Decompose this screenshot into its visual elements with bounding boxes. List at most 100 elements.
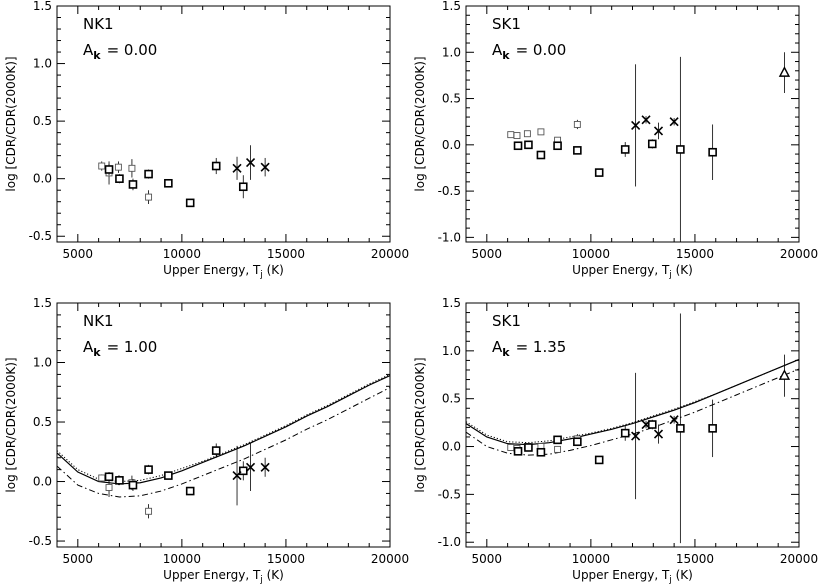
data-point-square-small	[573, 119, 581, 130]
x-axis-label: Upper Energy, Tj (K)	[572, 568, 693, 585]
square-marker	[676, 424, 685, 433]
data-point-square	[185, 486, 195, 496]
square-marker	[238, 466, 248, 476]
square-marker	[164, 178, 173, 188]
data-point-cross	[260, 157, 270, 177]
square-marker	[513, 447, 523, 456]
x-tick-label: 15000	[676, 247, 714, 261]
y-axis-label: log [CDR/CDR(2000K)]	[413, 56, 427, 191]
square-marker	[647, 139, 657, 149]
y-tick-label: 0.0	[33, 475, 52, 489]
data-point-square	[128, 178, 138, 191]
triangle-marker	[778, 369, 791, 380]
square-marker	[211, 161, 221, 171]
x-tick-label: 10000	[572, 552, 610, 566]
x-tick-label: 20000	[780, 552, 818, 566]
cross-marker	[669, 117, 679, 127]
small-square-marker	[105, 484, 113, 491]
data-point-square-small	[507, 444, 515, 451]
data-point-square	[536, 447, 546, 457]
panel-parameter: Ak = 0.00	[83, 41, 157, 62]
panel-label: NK1	[83, 312, 114, 330]
square-marker	[115, 174, 124, 183]
square-marker	[594, 455, 604, 465]
data-point-cross	[631, 64, 641, 187]
cross-marker	[245, 462, 256, 472]
square-marker	[185, 486, 195, 496]
x-tick-label: 10000	[163, 247, 201, 261]
x-tick-label: 10000	[572, 247, 610, 261]
square-marker	[128, 480, 138, 490]
cross-marker	[653, 429, 664, 439]
x-axis-label: Upper Energy, Tj (K)	[163, 263, 284, 280]
cross-marker	[641, 419, 651, 430]
square-marker	[620, 428, 630, 438]
data-point-square-small	[128, 159, 136, 178]
data-point-square	[536, 150, 546, 160]
data-point-square	[620, 142, 630, 157]
data-point-square	[676, 313, 685, 544]
panel-parameter: Ak = 1.00	[83, 338, 157, 359]
panel-label: SK1	[492, 312, 521, 330]
cross-marker	[260, 462, 270, 472]
square-marker	[524, 140, 533, 150]
x-tick-label: 5000	[472, 247, 503, 261]
data-point-square	[573, 146, 582, 155]
y-tick-label: 1.5	[442, 296, 461, 310]
panel-3: 5000 10000 15000 20000 -0.5 0.0 0.5 1.0 1.5 Upper…	[4, 296, 409, 585]
data-point-square-small	[145, 504, 153, 519]
triangle-marker	[778, 66, 791, 77]
small-square-marker	[573, 121, 581, 128]
panel-4: 5000 10000 15000 20000 -1.0 -0.5 0.0 0.5 1.0 1.5 U…	[413, 296, 818, 585]
model-curve-dotted	[57, 373, 390, 483]
y-tick-label: 0.5	[442, 92, 461, 106]
x-tick-label: 10000	[163, 552, 201, 566]
data-point-square	[144, 464, 153, 475]
x-tick-label: 5000	[63, 247, 94, 261]
data-point-square	[524, 140, 533, 150]
square-marker	[513, 141, 523, 151]
data-point-cross	[641, 115, 651, 125]
y-axis-label: log [CDR/CDR(2000K)]	[4, 56, 18, 191]
data-point-square	[647, 139, 657, 149]
panel-label: SK1	[492, 15, 521, 33]
small-square-marker	[507, 444, 515, 451]
data-point-square	[115, 174, 124, 184]
y-tick-label: 1.5	[33, 0, 52, 13]
cross-marker	[631, 431, 641, 441]
square-marker	[524, 443, 533, 452]
data-point-cross	[245, 145, 256, 180]
y-tick-label: 0.5	[33, 415, 52, 429]
small-square-marker	[507, 131, 515, 139]
square-marker	[708, 147, 717, 157]
panel-parameter: Ak = 0.00	[492, 41, 566, 62]
data-point-square-small	[98, 161, 106, 171]
square-marker	[128, 180, 138, 189]
data-point-square	[104, 472, 114, 482]
data-point-cross	[260, 457, 270, 477]
data-point-square-small	[145, 190, 153, 205]
square-marker	[553, 435, 562, 445]
y-axis-label: log [CDR/CDR(2000K)]	[413, 357, 427, 492]
cross-marker	[232, 163, 242, 173]
square-marker	[647, 420, 657, 429]
square-marker	[185, 198, 195, 208]
y-tick-label: 1.5	[33, 296, 52, 310]
model-curve-dashdot	[57, 387, 390, 498]
small-square-marker	[145, 507, 153, 515]
data-point-cross	[232, 445, 242, 506]
data-point-cross	[631, 372, 641, 500]
square-marker	[708, 424, 717, 433]
square-marker	[536, 150, 546, 160]
panel-2: 5000 10000 15000 20000 -1.0 -0.5 0.0 0.5 1.0 1.5 U…	[413, 0, 818, 280]
data-point-square	[115, 475, 124, 486]
data-point-square	[594, 168, 604, 177]
y-tick-label: 1.0	[442, 344, 461, 358]
square-marker	[104, 165, 114, 174]
data-point-cross	[669, 415, 679, 425]
data-point-square-small	[537, 128, 545, 136]
data-point-square	[553, 141, 562, 151]
x-tick-label: 15000	[267, 247, 305, 261]
y-axis-label: log [CDR/CDR(2000K)]	[4, 357, 18, 492]
y-tick-label: 0.0	[442, 440, 461, 454]
